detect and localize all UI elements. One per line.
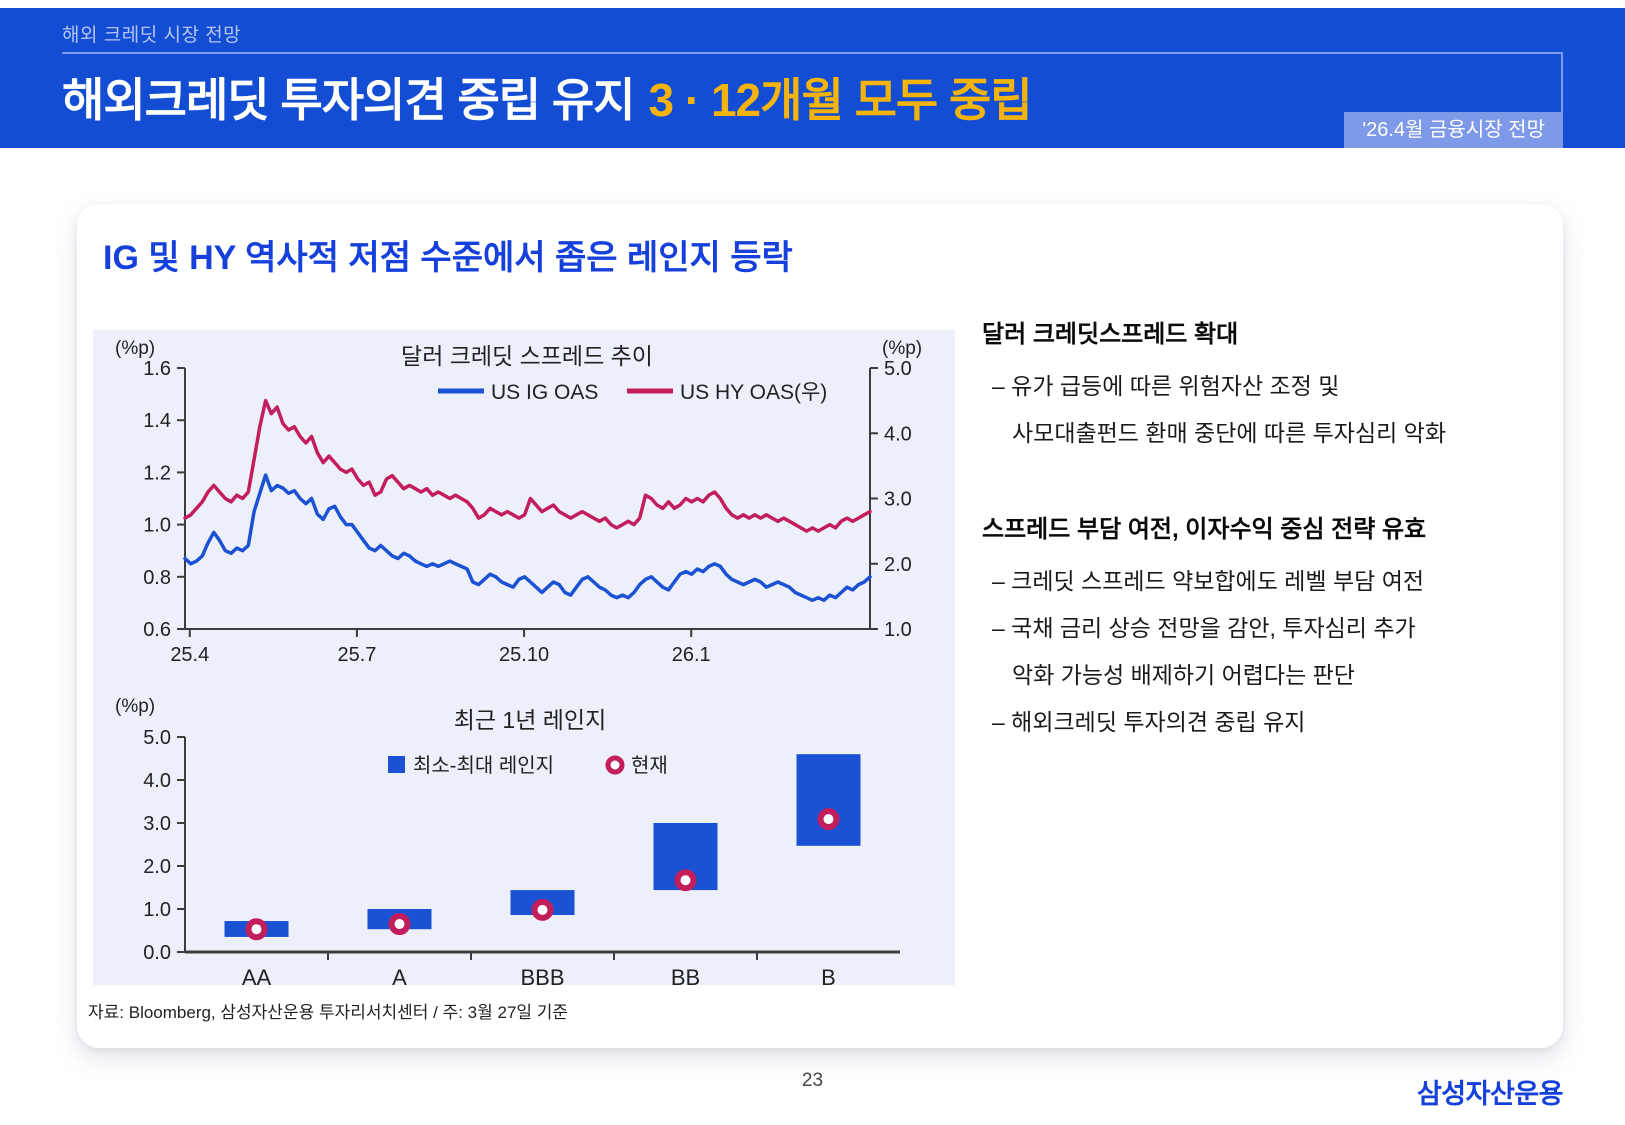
commentary-list-1: – 유가 급등에 따른 위험자산 조정 및 사모대출펀드 환매 중단에 따른 투… — [982, 363, 1547, 457]
right-axis-tick-label: 4.0 — [884, 423, 912, 445]
range-chart-title: 최근 1년 레인지 — [454, 707, 607, 733]
commentary-heading-1: 달러 크레딧스프레드 확대 — [982, 321, 1239, 348]
range-category-label: BB — [671, 965, 700, 985]
x-axis-tick-label: 25.7 — [337, 644, 376, 666]
commentary-heading-2: 스프레드 부담 여전, 이자수익 중심 전략 유효 — [982, 516, 1427, 543]
legend-range-label: 최소-최대 레인지 — [413, 754, 554, 777]
left-axis-tick-label: 0.6 — [143, 619, 171, 641]
ig-oas-series-line — [183, 473, 872, 603]
x-axis-tick-label: 25.10 — [499, 644, 549, 666]
min-max-range-bar — [796, 754, 861, 846]
page-title-main: 해외크레딧 투자의견 중립 유지 — [62, 74, 636, 126]
commentary-bullet-continuation: 악화 가능성 배제하기 어렵다는 판단 — [1012, 662, 1355, 688]
range-category-label: AA — [242, 965, 272, 985]
current-value-marker — [388, 913, 411, 936]
range-axis-unit-label: (%p) — [115, 696, 155, 717]
range-category-label: A — [392, 965, 407, 985]
current-value-marker — [245, 918, 268, 941]
range-y-tick-label: 1.0 — [143, 899, 171, 921]
right-axis-tick-label: 1.0 — [884, 619, 912, 641]
current-value-marker — [531, 898, 554, 921]
right-axis-tick-label: 5.0 — [884, 358, 912, 380]
range-chart-legend: 최소-최대 레인지 현재 — [388, 754, 668, 777]
range-y-tick-label: 4.0 — [143, 770, 171, 792]
left-axis-tick-label: 1.6 — [143, 358, 171, 380]
line-chart-legend: US IG OAS US HY OAS(우) — [438, 381, 827, 404]
legend-range-swatch — [388, 756, 405, 773]
commentary-bullet: – 유가 급등에 따른 위험자산 조정 및 — [992, 373, 1340, 399]
line-chart-title: 달러 크레딧 스프레드 추이 — [401, 343, 653, 369]
left-axis-unit-label: (%p) — [115, 338, 155, 359]
left-axis-tick-label: 1.2 — [143, 462, 171, 484]
legend-ig-label: US IG OAS — [491, 381, 598, 404]
company-logo: 삼성자산운용 — [1416, 1079, 1564, 1109]
top-margin-strip — [0, 0, 1625, 8]
breadcrumb: 해외 크레딧 시장 전망 — [62, 25, 242, 46]
chart-panel: (%p) (%p) 달러 크레딧 스프레드 추이 US IG OAS US HY OAS… — [93, 330, 955, 985]
range-category-label: BBB — [520, 965, 564, 985]
slide-header: 해외 크레딧 시장 전망 해외크레딧 투자의견 중립 유지 3 · 12개월 모두… — [0, 8, 1625, 148]
x-axis-tick-label: 25.4 — [170, 644, 209, 666]
commentary-bullet: – 해외크레딧 투자의견 중립 유지 — [992, 709, 1306, 735]
left-axis-tick-label: 0.8 — [143, 567, 171, 589]
page-title: 해외크레딧 투자의견 중립 유지 3 · 12개월 모두 중립 — [62, 64, 1033, 130]
right-axis-unit-label: (%p) — [882, 338, 922, 359]
page-title-accent: 3 · 12개월 모두 중립 — [648, 74, 1033, 126]
section-title: IG 및 HY 역사적 저점 수준에서 좁은 레인지 등락 — [103, 239, 793, 277]
current-value-marker — [674, 869, 697, 892]
range-y-tick-label: 2.0 — [143, 856, 171, 878]
report-badge: '26.4월 금융시장 전망 — [1344, 112, 1563, 148]
content-card: IG 및 HY 역사적 저점 수준에서 좁은 레인지 등락 (%p) (%p) 달러… — [77, 204, 1563, 1048]
current-value-marker — [817, 808, 840, 831]
right-axis-tick-label: 2.0 — [884, 554, 912, 576]
x-axis-tick-label: 26.1 — [672, 644, 711, 666]
range-y-tick-label: 3.0 — [143, 813, 171, 835]
legend-hy-label: US HY OAS(우) — [680, 381, 827, 404]
left-axis-tick-label: 1.4 — [143, 410, 171, 432]
commentary-bullet: – 국채 금리 상승 전망을 감안, 투자심리 추가 — [992, 615, 1416, 641]
right-axis-tick-label: 3.0 — [884, 489, 912, 511]
header-rule — [62, 52, 1563, 148]
legend-current-swatch — [605, 755, 625, 775]
legend-current-label: 현재 — [631, 754, 668, 777]
page-number: 23 — [801, 1070, 824, 1091]
spread-trend-line-chart: (%p) (%p) 달러 크레딧 스프레드 추이 US IG OAS US HY OAS… — [115, 338, 922, 666]
commentary-bullet-continuation: 사모대출펀드 환매 중단에 따른 투자심리 악화 — [1012, 420, 1446, 446]
source-note: 자료: Bloomberg, 삼성자산운용 투자리서치센터 / 주: 3월 27… — [88, 1003, 569, 1022]
range-y-tick-label: 5.0 — [143, 727, 171, 749]
range-y-tick-label: 0.0 — [143, 942, 171, 964]
commentary-bullet: – 크레딧 스프레드 약보합에도 레벨 부담 여전 — [992, 568, 1425, 594]
hy-oas-series-line — [183, 398, 872, 533]
left-axis-tick-label: 1.0 — [143, 515, 171, 537]
commentary-list-2: – 크레딧 스프레드 약보합에도 레벨 부담 여전 – 국채 금리 상승 전망을… — [982, 558, 1547, 746]
range-category-label: B — [821, 965, 836, 985]
commentary-column: 달러 크레딧스프레드 확대 – 유가 급등에 따른 위험자산 조정 및 사모대출… — [982, 314, 1547, 746]
